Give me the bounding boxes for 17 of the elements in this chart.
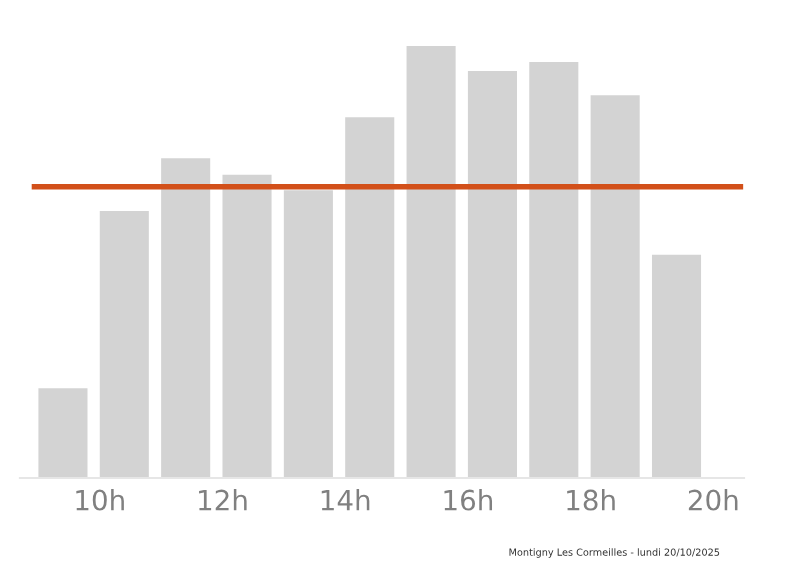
bar [529, 61, 579, 478]
bar [590, 95, 640, 478]
bar [467, 71, 517, 478]
bar [161, 158, 211, 478]
bar [99, 211, 149, 478]
bar [222, 174, 272, 478]
bar [651, 254, 702, 478]
x-tick-label: 12h [199, 489, 247, 511]
bar [283, 190, 333, 478]
x-tick-label: 14h [321, 489, 370, 511]
bar [406, 46, 456, 478]
x-tick-label: 18h [567, 489, 615, 511]
bar [345, 117, 395, 478]
x-tick-label: 16h [444, 489, 493, 511]
x-tick-label: 20h [688, 489, 738, 511]
x-tick-label: 10h [76, 489, 124, 511]
bar [38, 388, 88, 478]
